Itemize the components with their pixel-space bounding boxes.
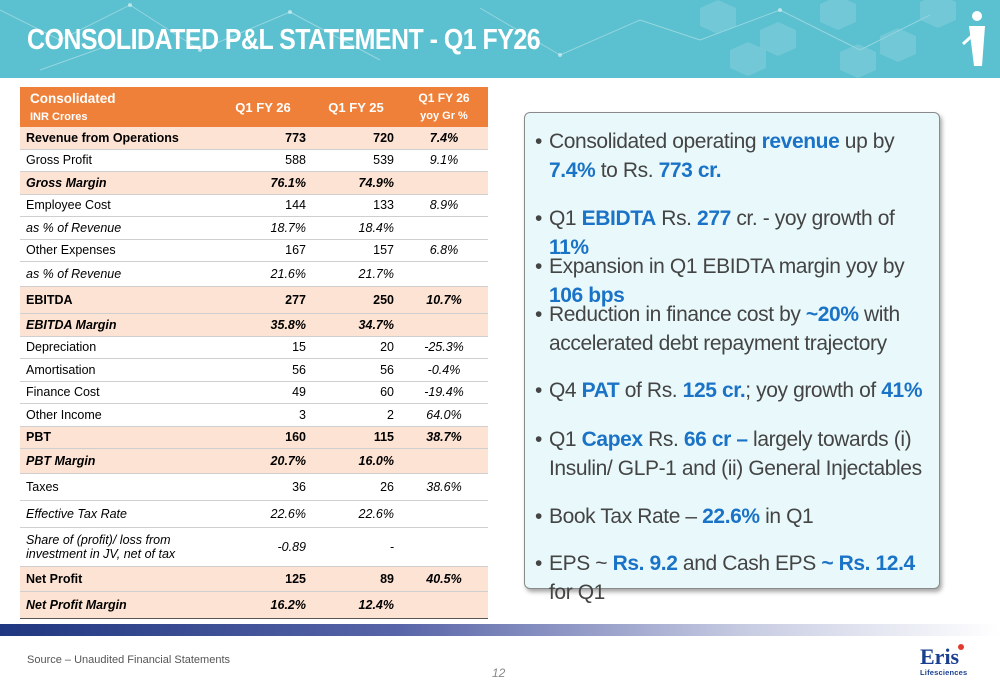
table-row: Employee Cost 144 133 8.9% [20,194,488,217]
source-note: Source – Unaudited Financial Statements [27,654,231,666]
highlights-panel: • Consolidated operating revenue up by 7… [524,112,940,604]
footer-band [0,624,1000,636]
bullet-icon: • [535,552,543,575]
highlight-ebitda: Q1 EBIDTA Rs. 277 cr. - yoy growth of 11… [549,207,895,259]
table-row: Amortisation 56 56 -0.4% [20,358,488,382]
highlight-eps: EPS ~ Rs. 9.2 and Cash EPS ~ Rs. 12.4 fo… [549,552,915,604]
header-yoy-growth: Q1 FY 26 yoy Gr % [400,87,488,127]
bullet-icon: • [535,428,543,451]
table-row: Other Income 3 2 64.0% [20,403,488,427]
highlight-capex: Q1 Capex Rs. 66 cr – largely towards (i)… [549,428,922,480]
network-pattern-background [0,0,956,78]
table-row: PBT Margin 20.7% 16.0% [20,448,488,474]
bullet-icon: • [535,255,543,278]
table-row: PBT 160 115 38.7% [20,426,488,449]
table-row: EBITDA Margin 35.8% 34.7% [20,313,488,337]
table-row: Finance Cost 49 60 -19.4% [20,381,488,404]
table-row: Gross Margin 76.1% 74.9% [20,171,488,195]
logo-dot-icon [958,644,964,650]
title-banner: CONSOLIDATED P&L STATEMENT - Q1 FY26 [0,0,1000,78]
highlight-pat: Q4 PAT of Rs. 125 cr.; yoy growth of 41% [549,379,923,402]
table-row: as % of Revenue 21.6% 21.7% [20,261,488,287]
pl-statement-table: Consolidated INR Crores Q1 FY 26 Q1 FY 2… [20,87,488,619]
page-title: CONSOLIDATED P&L STATEMENT - Q1 FY26 [27,24,541,56]
page-number: 12 [492,666,506,680]
table-row: Depreciation 15 20 -25.3% [20,336,488,359]
table-header-row: Consolidated INR Crores Q1 FY 26 Q1 FY 2… [20,87,488,127]
header-consolidated: Consolidated INR Crores [20,87,214,127]
eris-logo: Eris Lifesciences [920,644,968,677]
header-q1fy25: Q1 FY 25 [312,87,400,127]
highlight-revenue: Consolidated operating revenue up by 7.4… [549,130,895,182]
table-row: Net Profit Margin 16.2% 12.4% [20,591,488,619]
table-row: Share of (profit)/ loss from investment i… [20,527,488,567]
bullet-icon: • [535,303,543,326]
table-row: Taxes 36 26 38.6% [20,473,488,501]
bullet-icon: • [535,207,543,230]
bullet-icon: • [535,505,543,528]
person-icon [961,11,985,66]
highlight-ebitda-margin: Expansion in Q1 EBIDTA margin yoy by 106… [549,255,905,307]
highlight-finance-cost: Reduction in finance cost by ~20% with a… [549,303,900,355]
table-row: as % of Revenue 18.7% 18.4% [20,216,488,240]
bullet-icon: • [535,379,543,402]
table-row: Revenue from Operations 773 720 7.4% [20,127,488,150]
table-row: EBITDA 277 250 10.7% [20,286,488,314]
table-row: Other Expenses 167 157 6.8% [20,239,488,262]
bullet-icon: • [535,130,543,153]
table-row: Net Profit 125 89 40.5% [20,566,488,592]
header-q1fy26: Q1 FY 26 [214,87,312,127]
table-row: Gross Profit 588 539 9.1% [20,149,488,172]
highlight-tax-rate: Book Tax Rate – 22.6% in Q1 [549,505,814,528]
table-row: Effective Tax Rate 22.6% 22.6% [20,500,488,528]
